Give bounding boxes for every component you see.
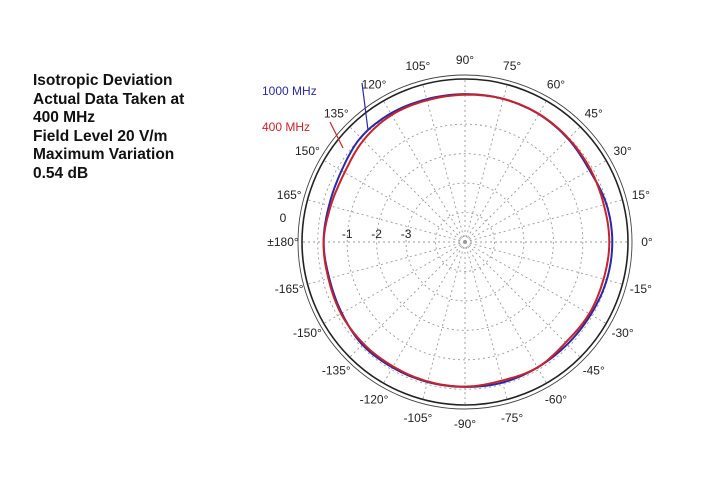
grid-spoke — [464, 127, 580, 243]
angle-tick-label: -150° — [293, 326, 322, 340]
angle-tick-label: 90° — [456, 53, 474, 67]
grid-ring — [405, 182, 525, 302]
grid-spoke — [422, 85, 466, 243]
grid-spoke — [383, 101, 466, 243]
angle-tick-label: 135° — [324, 106, 349, 120]
angle-tick-label: -60° — [545, 393, 567, 407]
angle-tick-label: 45° — [585, 106, 603, 120]
angle-tick-label: -90° — [454, 417, 476, 431]
grid-spoke — [350, 127, 466, 243]
annotation-line: Maximum Variation — [33, 146, 175, 163]
grid-ring — [346, 123, 584, 361]
angle-tick-label: 30° — [614, 144, 632, 158]
grid-spoke — [324, 241, 466, 324]
annotation-line: Actual Data Taken at — [33, 90, 185, 108]
angle-tick-label: -135° — [322, 364, 351, 378]
polar-grid — [297, 74, 633, 410]
annotation-line: Field Level 20 V/m — [33, 127, 168, 145]
angle-tick-label: -105° — [403, 411, 432, 425]
grid-spoke — [464, 199, 622, 243]
angle-tick-label: 75° — [503, 59, 521, 73]
annotation-line: Isotropic Deviation — [33, 72, 173, 89]
grid-spoke — [464, 101, 547, 243]
angle-tick-label: 0 — [280, 211, 287, 225]
grid-spoke — [464, 241, 508, 399]
angle-tick-label: -45° — [583, 364, 605, 378]
annotation-line: 400 MHz — [33, 109, 96, 126]
angle-tick-label: ±180° — [267, 235, 299, 249]
legend-label: 400 MHz — [262, 120, 310, 134]
angle-tick-label: -75° — [501, 411, 523, 425]
legend-label: 1000 MHz — [262, 84, 317, 98]
grid-spoke — [324, 160, 466, 243]
angle-tick-label: -165° — [275, 282, 304, 296]
legend-leader-line — [361, 82, 369, 131]
series-layer — [322, 93, 614, 388]
grid-spoke — [464, 160, 606, 243]
label-layer: 90° 75° 60° 45° 30° 15° 0° -15° -30° -45° -60° -75°… — [267, 53, 653, 431]
angle-tick-label: 165° — [277, 188, 302, 202]
angle-tick-label: -15° — [630, 282, 652, 296]
grid-spoke — [464, 241, 547, 383]
radial-tick-label: -1 — [342, 227, 353, 241]
angle-tick-label: 150° — [295, 144, 320, 158]
grid-ring — [376, 153, 554, 331]
angle-tick-label: 120° — [362, 77, 387, 91]
grid-spoke — [464, 241, 606, 324]
grid-ring — [435, 212, 495, 272]
radial-tick-label: -2 — [371, 227, 382, 241]
grid-spoke — [464, 241, 622, 285]
angle-tick-label: -30° — [612, 326, 634, 340]
grid-spoke — [383, 241, 466, 383]
outer-ring — [301, 78, 629, 406]
angle-tick-label: 105° — [405, 59, 430, 73]
series-line-400-mhz — [322, 93, 611, 388]
annotation-line: 0.54 dB — [33, 164, 89, 182]
grid-spoke — [350, 241, 466, 357]
outer-ring — [297, 74, 633, 410]
grid-spoke — [308, 199, 466, 243]
angle-tick-label: 0° — [641, 235, 653, 249]
angle-tick-label: 60° — [547, 77, 565, 91]
angle-tick-label: -120° — [360, 393, 389, 407]
chart-annotation: Isotropic Deviation Actual Data Taken at… — [33, 72, 184, 183]
grid-spoke — [422, 241, 466, 399]
angle-tick-label: 15° — [632, 188, 650, 202]
radial-tick-label: -3 — [401, 227, 412, 241]
grid-spoke — [464, 85, 508, 243]
legend: 1000 MHz 400 MHz — [262, 82, 369, 149]
grid-spoke — [464, 241, 580, 357]
grid-spoke — [308, 241, 466, 285]
legend-leader-line — [329, 121, 344, 149]
